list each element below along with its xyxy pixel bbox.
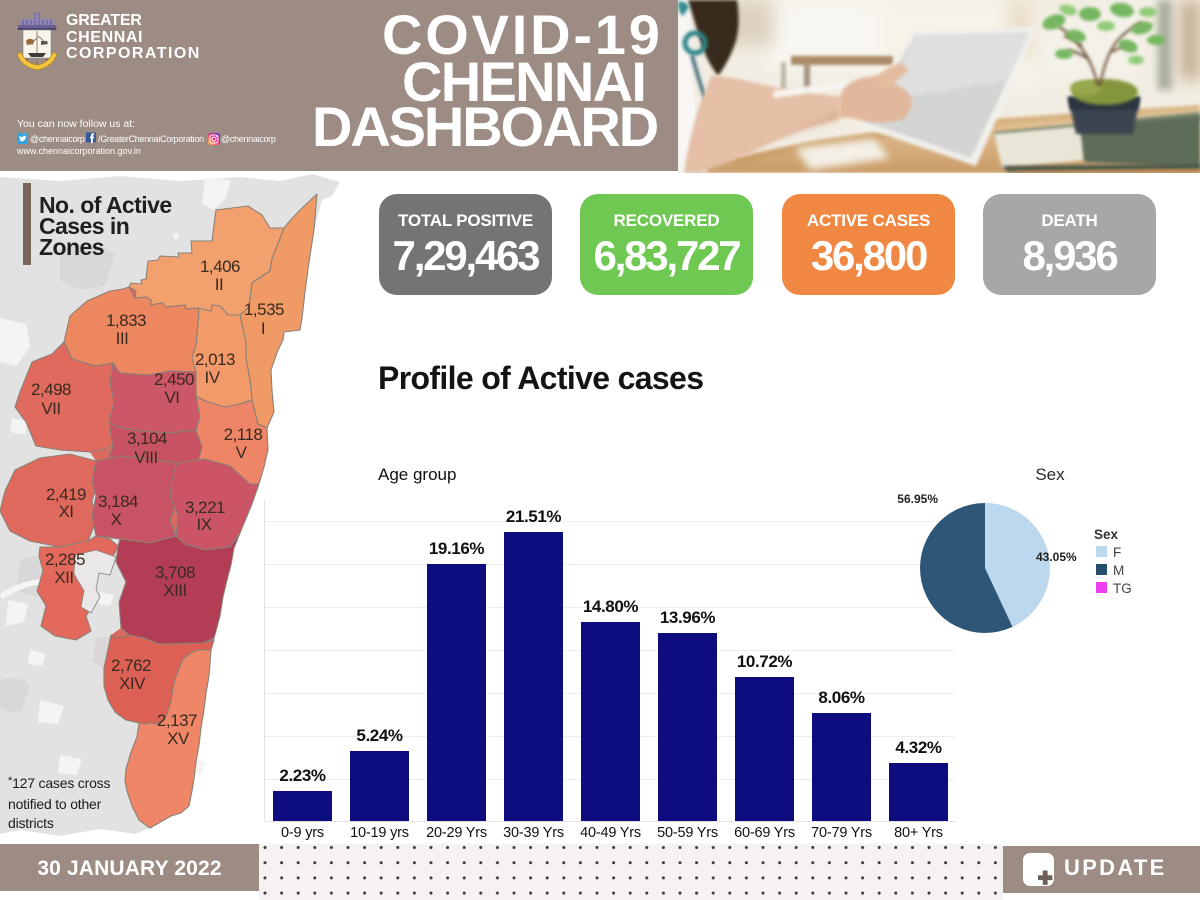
svg-text:1,833: 1,833 <box>106 311 146 330</box>
svg-text:IV: IV <box>204 368 220 387</box>
svg-text:X: X <box>111 510 122 529</box>
svg-text:1,535: 1,535 <box>244 300 284 319</box>
svg-text:XII: XII <box>54 568 73 587</box>
svg-text:V: V <box>236 443 248 462</box>
svg-text:XIV: XIV <box>119 674 146 693</box>
svg-text:2,118: 2,118 <box>224 425 263 444</box>
svg-text:XI: XI <box>58 502 73 521</box>
svg-text:3,184: 3,184 <box>98 492 138 511</box>
svg-text:IX: IX <box>196 515 211 534</box>
svg-text:1,406: 1,406 <box>200 257 240 276</box>
svg-text:2,013: 2,013 <box>195 350 235 369</box>
svg-text:2,498: 2,498 <box>31 380 71 399</box>
svg-text:TG: TG <box>1113 581 1132 596</box>
svg-text:56.95%: 56.95% <box>897 492 938 506</box>
svg-text:VI: VI <box>164 388 179 407</box>
svg-text:XIII: XIII <box>163 581 187 600</box>
svg-text:43.05%: 43.05% <box>1036 550 1077 564</box>
svg-text:2,285: 2,285 <box>45 550 85 569</box>
svg-text:2,419: 2,419 <box>46 485 86 504</box>
svg-text:XV: XV <box>167 729 190 748</box>
svg-text:Sex: Sex <box>1094 527 1119 542</box>
svg-text:II: II <box>215 275 223 294</box>
svg-text:2,450: 2,450 <box>154 370 194 389</box>
svg-text:3,104: 3,104 <box>127 429 167 448</box>
svg-text:VII: VII <box>41 399 60 418</box>
svg-text:2,137: 2,137 <box>157 711 197 730</box>
svg-text:M: M <box>1113 563 1124 578</box>
svg-text:III: III <box>116 329 129 348</box>
svg-text:VIII: VIII <box>134 448 158 467</box>
svg-text:2,762: 2,762 <box>111 656 151 675</box>
svg-text:Sex: Sex <box>1035 465 1065 484</box>
svg-text:3,221: 3,221 <box>185 498 225 517</box>
svg-text:I: I <box>261 319 265 338</box>
svg-text:3,708: 3,708 <box>155 563 195 582</box>
svg-text:F: F <box>1113 545 1121 560</box>
